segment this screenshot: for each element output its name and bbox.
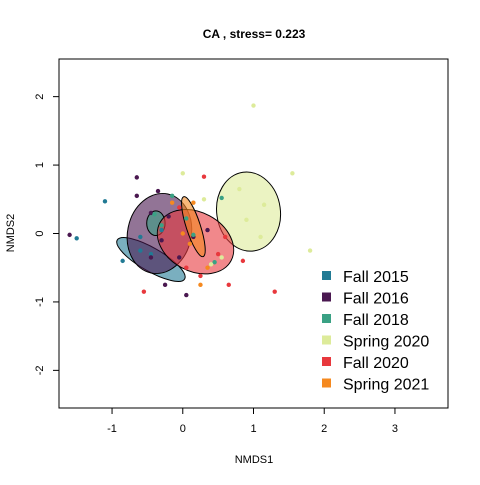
- legend-label: Spring 2021: [343, 377, 429, 394]
- data-point: [148, 210, 154, 216]
- data-point: [215, 251, 221, 257]
- data-point: [166, 214, 171, 219]
- data-point: [177, 255, 182, 260]
- data-point: [102, 199, 108, 204]
- data-point: [184, 216, 189, 221]
- x-tick-label: -1: [107, 423, 117, 435]
- y-tick-label: 0: [34, 230, 46, 236]
- data-point: [191, 200, 196, 205]
- y-axis: -2 -1 0 1 2: [34, 94, 60, 375]
- data-point: [134, 193, 139, 199]
- y-tick-label: -1: [34, 297, 46, 307]
- data-point: [187, 241, 193, 246]
- data-point: [251, 103, 256, 108]
- data-point: [290, 171, 295, 176]
- data-point: [244, 217, 249, 223]
- data-point: [152, 212, 157, 217]
- y-axis-title: NMDS2: [5, 214, 17, 253]
- data-point: [212, 260, 217, 265]
- data-point: [201, 197, 207, 202]
- data-point: [198, 273, 203, 279]
- y-tick-label: -2: [34, 365, 46, 375]
- legend-label: Fall 2016: [343, 291, 409, 308]
- data-point: [240, 258, 246, 264]
- data-point: [307, 248, 313, 253]
- legend-swatch: [322, 335, 331, 345]
- data-point: [169, 193, 175, 199]
- data-point: [138, 234, 143, 240]
- ellipse-spring-2020: [216, 171, 282, 252]
- point-layer: [67, 103, 313, 298]
- legend-label: Spring 2020: [343, 334, 429, 351]
- legend: Fall 2015 Fall 2016 Fall 2018 Spring 2020 Fa…: [322, 269, 429, 394]
- data-point: [219, 195, 224, 201]
- data-point: [208, 262, 214, 267]
- data-point: [261, 202, 267, 207]
- data-point: [162, 282, 168, 288]
- y-tick-label: 2: [34, 94, 46, 100]
- data-point: [74, 236, 79, 241]
- data-point: [177, 205, 182, 210]
- data-point: [159, 238, 164, 243]
- ellipse-spring-2021: [181, 196, 206, 258]
- data-point: [67, 232, 72, 238]
- x-tick-label: 2: [321, 423, 327, 435]
- data-point: [180, 231, 185, 236]
- data-point: [226, 282, 231, 288]
- data-point: [272, 289, 277, 294]
- data-point: [201, 174, 207, 179]
- data-point: [148, 251, 154, 257]
- x-axis-title: NMDS1: [235, 454, 274, 466]
- data-point: [191, 232, 196, 238]
- legend-swatch: [322, 292, 331, 302]
- data-point: [219, 255, 224, 260]
- legend-swatch: [322, 357, 331, 366]
- data-point: [184, 292, 189, 298]
- y-tick-label: 1: [34, 162, 46, 168]
- data-point: [205, 227, 210, 233]
- x-tick-label: 1: [250, 423, 256, 435]
- data-point: [223, 234, 228, 240]
- data-point: [141, 289, 147, 294]
- data-point: [155, 188, 161, 194]
- data-point: [138, 248, 143, 253]
- data-point: [237, 186, 242, 192]
- data-point: [198, 282, 203, 288]
- data-point: [159, 223, 164, 228]
- data-point: [184, 265, 189, 270]
- legend-label: Fall 2018: [343, 312, 409, 329]
- data-point: [169, 200, 175, 205]
- data-point: [180, 171, 185, 176]
- data-point: [258, 234, 263, 240]
- x-tick-label: 0: [180, 423, 186, 435]
- data-point: [120, 258, 125, 264]
- data-point: [148, 255, 154, 260]
- data-point: [134, 175, 139, 180]
- data-point: [159, 227, 164, 233]
- x-tick-label: 3: [392, 423, 398, 435]
- legend-swatch: [322, 314, 331, 323]
- legend-label: Fall 2020: [343, 355, 409, 372]
- data-point: [205, 265, 210, 270]
- x-axis: -1 0 1 2 3: [107, 407, 398, 435]
- legend-swatch: [322, 271, 331, 280]
- ellipse-layer: [116, 171, 282, 282]
- legend-swatch: [322, 378, 331, 388]
- chart-title: CA , stress= 0.223: [203, 27, 306, 41]
- legend-label: Fall 2015: [343, 269, 409, 286]
